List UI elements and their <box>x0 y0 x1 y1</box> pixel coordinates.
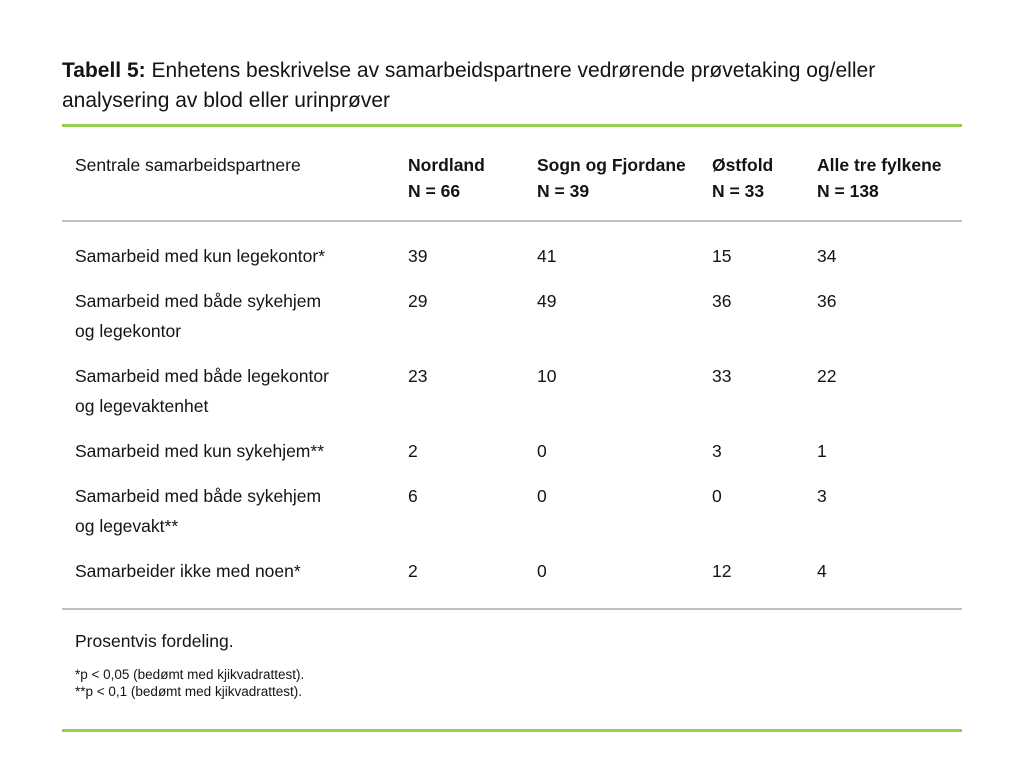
cell-nordland: 23 <box>408 366 428 386</box>
cell-nordland: 39 <box>408 246 428 266</box>
cell-nordland: 6 <box>408 486 418 506</box>
cell-alle-tre-fylkene: 1 <box>817 441 827 461</box>
title-divider-line <box>62 124 962 127</box>
partners-table: Sentrale samarbeidspartnere Nordland N =… <box>62 127 962 594</box>
cell-sogn-og-fjordane: 49 <box>537 291 557 311</box>
cell-alle-tre-fylkene: 34 <box>817 246 837 266</box>
cell-sogn-og-fjordane: 0 <box>537 561 547 581</box>
table-footer: Prosentvis fordeling. *p < 0,05 (bedømt … <box>62 629 962 700</box>
cell-sogn-og-fjordane: 0 <box>537 441 547 461</box>
cell-alle-tre-fylkene: 22 <box>817 366 837 386</box>
table-row: Samarbeid med kun sykehjem** 2 0 3 1 <box>62 429 962 474</box>
column-header-label: Sentrale samarbeidspartnere <box>75 155 301 175</box>
row-label: Samarbeid med både legekontor og legevak… <box>75 366 329 416</box>
cell-nordland: 2 <box>408 561 418 581</box>
column-header-label: Alle tre fylkene <box>817 155 942 175</box>
column-header-partners: Sentrale samarbeidspartnere <box>62 127 408 222</box>
cell-alle-tre-fylkene: 3 <box>817 486 827 506</box>
row-label: Samarbeider ikke med noen* <box>75 561 301 581</box>
footnote-p01: **p < 0,1 (bedømt med kjikvadrattest). <box>75 684 302 699</box>
table-title-text: Enhetens beskrivelse av samarbeidspartne… <box>62 59 876 112</box>
cell-sogn-og-fjordane: 0 <box>537 486 547 506</box>
table-row: Samarbeid med både legekontor og legevak… <box>62 354 962 429</box>
column-header-label: Nordland <box>408 155 485 175</box>
column-header-n: N = 138 <box>817 181 879 201</box>
table-row: Samarbeid med både sykehjem og legekonto… <box>62 279 962 354</box>
cell-ostfold: 15 <box>712 246 732 266</box>
column-header-n: N = 39 <box>537 181 590 201</box>
table-title-label: Tabell 5: <box>62 59 146 82</box>
cell-ostfold: 0 <box>712 486 722 506</box>
cell-alle-tre-fylkene: 4 <box>817 561 827 581</box>
column-header-label: Østfold <box>712 155 774 175</box>
table-footer-divider-line <box>62 608 962 610</box>
column-header-n: N = 66 <box>408 181 461 201</box>
column-header-sogn-og-fjordane: Sogn og Fjordane N = 39 <box>537 127 712 222</box>
row-label: Samarbeid med kun sykehjem** <box>75 441 325 461</box>
table-title: Tabell 5: Enhetens beskrivelse av samarb… <box>62 56 942 116</box>
cell-nordland: 2 <box>408 441 418 461</box>
cell-ostfold: 36 <box>712 291 732 311</box>
footnote-p005: *p < 0,05 (bedømt med kjikvadrattest). <box>75 667 305 682</box>
row-label: Samarbeid med både sykehjem og legevakt*… <box>75 486 322 536</box>
table-row: Samarbeider ikke med noen* 2 0 12 4 <box>62 549 962 594</box>
cell-sogn-og-fjordane: 10 <box>537 366 557 386</box>
column-header-nordland: Nordland N = 66 <box>408 127 537 222</box>
cell-ostfold: 3 <box>712 441 722 461</box>
column-header-label: Sogn og Fjordane <box>537 155 686 175</box>
footer-note: Prosentvis fordeling. <box>75 631 234 651</box>
column-header-alle-tre-fylkene: Alle tre fylkene N = 138 <box>817 127 962 222</box>
table-row: Samarbeid med kun legekontor* 39 41 15 3… <box>62 221 962 279</box>
column-header-ostfold: Østfold N = 33 <box>712 127 817 222</box>
row-label: Samarbeid med både sykehjem og legekonto… <box>75 291 322 341</box>
cell-sogn-og-fjordane: 41 <box>537 246 557 266</box>
table-header-row: Sentrale samarbeidspartnere Nordland N =… <box>62 127 962 222</box>
cell-nordland: 29 <box>408 291 428 311</box>
bottom-divider-line <box>62 729 962 732</box>
footnotes: *p < 0,05 (bedømt med kjikvadrattest). *… <box>75 666 962 700</box>
row-label: Samarbeid med kun legekontor* <box>75 246 326 266</box>
column-header-n: N = 33 <box>712 181 765 201</box>
cell-ostfold: 33 <box>712 366 732 386</box>
table-row: Samarbeid med både sykehjem og legevakt*… <box>62 474 962 549</box>
cell-ostfold: 12 <box>712 561 732 581</box>
cell-alle-tre-fylkene: 36 <box>817 291 837 311</box>
